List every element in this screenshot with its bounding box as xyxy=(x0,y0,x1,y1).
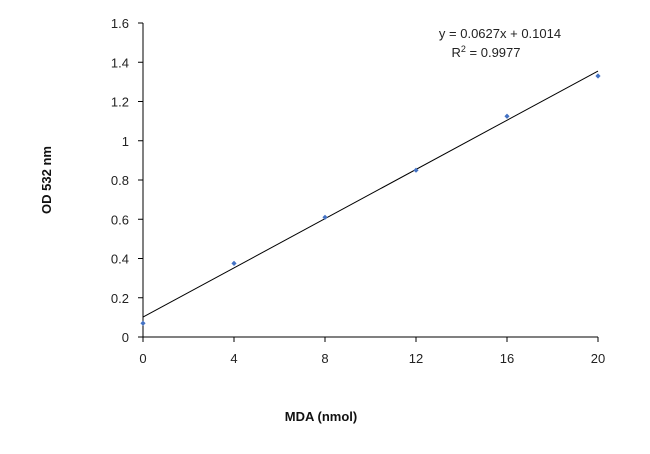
y-tick-label: 0.6 xyxy=(111,212,129,227)
trendline xyxy=(142,70,599,318)
data-points xyxy=(140,73,601,326)
x-tick-label: 12 xyxy=(409,351,423,366)
x-tick-label: 4 xyxy=(230,351,237,366)
x-tick-label: 8 xyxy=(321,351,328,366)
x-axis-title: MDA (nmol) xyxy=(285,409,357,424)
x-axis: 0 4 8 12 16 20 xyxy=(139,336,605,366)
x-tick-label: 0 xyxy=(139,351,146,366)
trendline-equation: y = 0.0627x + 0.1014 xyxy=(439,26,561,41)
y-tick-label: 0.4 xyxy=(111,252,129,267)
x-tick-label: 16 xyxy=(500,351,514,366)
y-tick-label: 1.4 xyxy=(111,55,129,70)
y-axis-title: OD 532 nm xyxy=(39,146,54,214)
data-point-diamond-icon xyxy=(504,113,510,119)
y-tick-label: 0 xyxy=(122,330,129,345)
data-point-diamond-icon xyxy=(231,260,237,267)
y-tick-label: 0.2 xyxy=(111,291,129,306)
y-tick-label: 1.2 xyxy=(111,95,129,110)
data-point-diamond-icon xyxy=(595,73,601,79)
y-axis: 0 0.2 0.4 0.6 0.8 1 1.2 1.4 1.6 xyxy=(111,16,144,345)
y-tick-label: 1 xyxy=(122,134,129,149)
data-point-diamond-icon xyxy=(322,214,328,220)
y-tick-label: 1.6 xyxy=(111,16,129,31)
data-point-diamond-icon xyxy=(413,167,419,173)
y-tick-label: 0.8 xyxy=(111,173,129,188)
r-squared-label: R2 = 0.9977 xyxy=(452,44,521,60)
data-point-diamond-icon xyxy=(140,320,146,326)
trendline-line xyxy=(142,70,599,318)
x-tick-label: 20 xyxy=(591,351,605,366)
